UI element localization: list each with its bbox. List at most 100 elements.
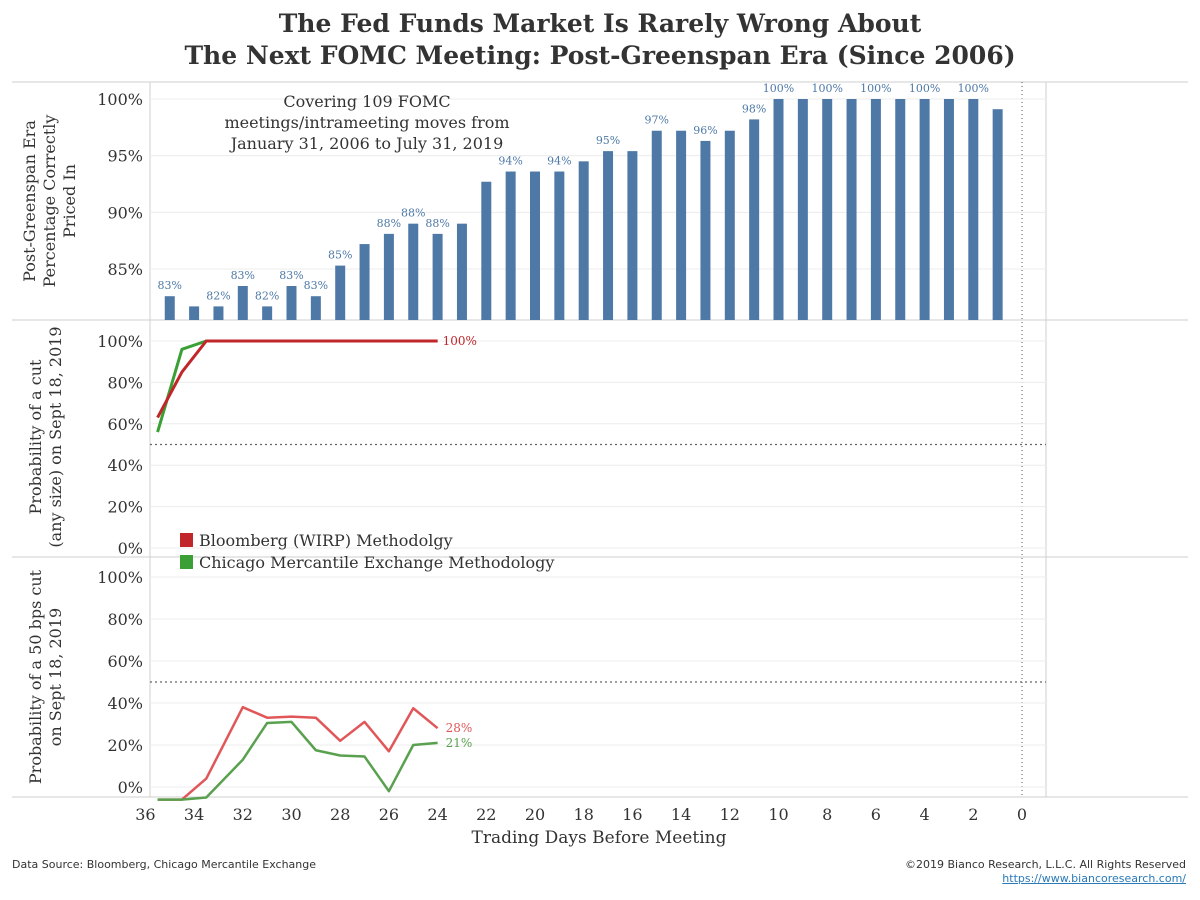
- website-link[interactable]: https://www.biancoresearch.com/: [1002, 872, 1186, 885]
- x-tick-label: 6: [871, 805, 881, 824]
- x-tick-label: 4: [920, 805, 930, 824]
- bot-y-tick-label: 40%: [107, 694, 143, 713]
- bar-panel: 85% 90% 95% 100% Post-Greenspan EraPercentag…: [20, 82, 1046, 321]
- fifty-bps-probability-panel: 0% 20% 40% 60% 80% 100% Probability of a 50 bp…: [26, 568, 1046, 801]
- bar-data-label: 83%: [279, 269, 303, 282]
- bar: [481, 181, 492, 320]
- mid-y-tick-label: 20%: [107, 498, 143, 517]
- series-end-label: 21%: [446, 736, 473, 750]
- bot-y-tick-label: 60%: [107, 652, 143, 671]
- bar-data-label: 88%: [401, 207, 425, 220]
- bar: [408, 223, 419, 320]
- bar: [676, 130, 687, 320]
- bot-y-tick-label: 100%: [97, 568, 143, 587]
- x-tick-label: 16: [622, 805, 642, 824]
- bar: [237, 286, 248, 320]
- bar: [968, 99, 979, 320]
- bar-data-label: 100%: [958, 82, 989, 95]
- x-tick-label: 8: [822, 805, 832, 824]
- x-tick-label: 20: [525, 805, 545, 824]
- bar: [262, 306, 273, 320]
- x-tick-label: 0: [1017, 805, 1027, 824]
- legend: Bloomberg (WIRP) Methodolgy Chicago Merca…: [180, 531, 554, 572]
- bar: [359, 244, 370, 320]
- bar: [310, 296, 321, 320]
- top-y-axis-title-line: Post-Greenspan Era: [20, 120, 39, 282]
- bar: [700, 140, 711, 320]
- bot-y-tick-label: 80%: [107, 610, 143, 629]
- chart-frame: [12, 81, 1188, 798]
- x-tick-label: 22: [476, 805, 496, 824]
- bar: [749, 119, 760, 321]
- bar-data-label: 96%: [693, 124, 717, 137]
- x-tick-label: 28: [330, 805, 350, 824]
- copyright: ©2019 Bianco Research, L.L.C. All Rights…: [905, 858, 1186, 871]
- line-series: [157, 705, 439, 801]
- x-tick-label: 32: [233, 805, 253, 824]
- bot-y-tick-label: 0%: [118, 778, 143, 797]
- bar: [554, 171, 565, 320]
- bar: [773, 99, 784, 320]
- x-tick-label: 14: [671, 805, 691, 824]
- bar: [797, 99, 808, 320]
- bar: [943, 99, 954, 320]
- mid-y-axis-title-line: Probability of a cut: [26, 359, 45, 515]
- x-tick-label: 24: [427, 805, 447, 824]
- bar: [651, 130, 662, 320]
- bar-data-label: 85%: [328, 249, 352, 262]
- top-y-axis-title-line: Priced In: [60, 164, 79, 238]
- chart-title: The Fed Funds Market Is Rarely Wrong Abo…: [0, 8, 1200, 72]
- mid-y-tick-label: 100%: [97, 332, 143, 351]
- series-end-label: 100%: [443, 334, 477, 348]
- legend-swatch: [180, 533, 193, 547]
- cut-probability-panel: 0% 20% 40% 60% 80% 100% Probability of a cut(a…: [26, 326, 1046, 558]
- bar-data-label: 88%: [425, 217, 449, 230]
- x-tick-label: 18: [574, 805, 594, 824]
- mid-y-axis-title: Probability of a cut(any size) on Sept 1…: [26, 326, 65, 547]
- bar: [286, 286, 297, 320]
- bar-data-label: 83%: [304, 279, 328, 292]
- bar-data-label: 94%: [547, 155, 571, 168]
- series-end-label: 28%: [446, 721, 473, 735]
- bar: [164, 296, 175, 320]
- line-series: [156, 339, 438, 419]
- top-y-axis-title-line: Percentage Correctly: [40, 115, 59, 288]
- bar: [822, 99, 833, 320]
- bar: [456, 223, 467, 320]
- bar: [578, 161, 589, 320]
- bot-y-axis-title-line: Probability of a 50 bps cut: [26, 569, 45, 784]
- bar: [724, 130, 735, 320]
- bar-data-label: 100%: [763, 82, 794, 95]
- top-y-tick-label: 95%: [107, 147, 143, 166]
- bar: [383, 233, 394, 320]
- top-y-axis-title: Post-Greenspan EraPercentage CorrectlyPr…: [20, 115, 79, 288]
- mid-y-tick-label: 0%: [118, 539, 143, 558]
- bar-data-label: 82%: [206, 289, 230, 302]
- bar-data-label: 98%: [742, 102, 766, 115]
- bar-data-label: 82%: [255, 289, 279, 302]
- mid-y-axis-title-line: (any size) on Sept 18, 2019: [46, 326, 65, 547]
- x-axis-title: Trading Days Before Meeting: [472, 828, 727, 848]
- bar-data-label: 100%: [860, 82, 891, 95]
- top-y-tick-label: 90%: [107, 203, 143, 222]
- bar-data-label: 95%: [596, 134, 620, 147]
- coverage-annotation-line: January 31, 2006 to July 31, 2019: [229, 134, 504, 153]
- bar-data-label: 100%: [811, 82, 842, 95]
- x-tick-label: 26: [379, 805, 399, 824]
- legend-label: Chicago Mercantile Exchange Methodology: [199, 553, 554, 572]
- legend-label: Bloomberg (WIRP) Methodolgy: [199, 531, 453, 550]
- line-series: [157, 720, 438, 801]
- bar: [870, 99, 881, 320]
- mid-y-tick-label: 80%: [107, 373, 143, 392]
- bar: [992, 109, 1003, 320]
- data-source: Data Source: Bloomberg, Chicago Mercanti…: [12, 858, 317, 871]
- bar: [530, 171, 540, 320]
- bar: [895, 99, 906, 320]
- chart-title-line2: The Next FOMC Meeting: Post-Greenspan Er…: [184, 41, 1016, 70]
- bar: [627, 151, 638, 320]
- bar: [919, 99, 930, 320]
- x-tick-label: 30: [281, 805, 301, 824]
- bar-data-label: 83%: [231, 269, 255, 282]
- top-y-tick-label: 85%: [107, 260, 143, 279]
